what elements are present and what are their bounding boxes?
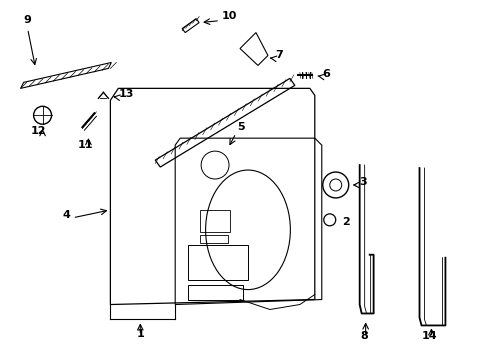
Text: 12: 12 bbox=[31, 126, 46, 136]
Text: 9: 9 bbox=[23, 15, 32, 24]
Bar bbox=[188, 285, 243, 300]
Text: 5: 5 bbox=[237, 122, 244, 132]
Text: 7: 7 bbox=[274, 50, 282, 60]
Text: 6: 6 bbox=[321, 69, 329, 80]
Text: 10: 10 bbox=[222, 11, 237, 21]
Text: 4: 4 bbox=[62, 210, 70, 220]
Text: 8: 8 bbox=[360, 332, 368, 341]
Bar bbox=[200, 235, 227, 243]
Text: 14: 14 bbox=[421, 332, 436, 341]
Text: 1: 1 bbox=[136, 329, 144, 339]
Text: 13: 13 bbox=[118, 89, 133, 99]
Bar bbox=[200, 210, 229, 232]
Text: 3: 3 bbox=[359, 177, 366, 187]
Bar bbox=[188, 245, 247, 280]
Text: 11: 11 bbox=[78, 140, 93, 150]
Text: 2: 2 bbox=[341, 217, 349, 227]
